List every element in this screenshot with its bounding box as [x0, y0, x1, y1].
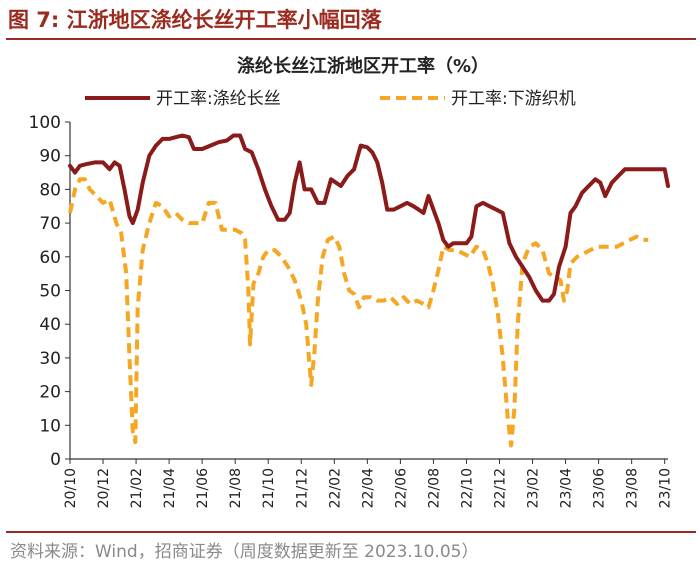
series-line-downstream: [68, 177, 649, 448]
series-line-filament: [68, 133, 670, 303]
x-tick-label: 21/04: [162, 468, 178, 508]
x-tick-label: 22/10: [459, 468, 475, 508]
x-tick-label: 22/04: [360, 468, 376, 508]
x-tick-label: 20/12: [96, 468, 112, 508]
axes: 0 10 20 30 40 50 60 70 80 90 100 20/10 20/12 21/02 21/…: [29, 113, 674, 508]
y-tick-label: 50: [39, 282, 61, 302]
x-tick-label: 23/08: [625, 468, 641, 508]
y-tick-label: 90: [39, 147, 61, 167]
x-tick-label: 20/10: [63, 468, 79, 508]
x-tick-label: 21/02: [129, 468, 145, 508]
x-tick-label: 21/12: [294, 468, 310, 508]
title-rule: [6, 38, 696, 40]
source-rule: [6, 531, 696, 533]
y-tick-label: 30: [39, 349, 61, 369]
x-tick-label: 23/02: [526, 468, 542, 508]
x-tick-label: 22/12: [493, 468, 509, 508]
x-tick-label: 23/04: [559, 468, 575, 508]
y-tick-label: 70: [39, 214, 61, 234]
y-tick-label: 40: [39, 315, 61, 335]
x-tick-label: 22/06: [393, 468, 409, 508]
y-tick-label: 100: [29, 113, 61, 133]
x-tick-label: 21/10: [261, 468, 277, 508]
y-tick-label: 60: [39, 248, 61, 268]
series-layer: [68, 133, 670, 448]
x-tick-label: 23/06: [592, 468, 608, 508]
source-note: 资料来源：Wind，招商证券（周度数据更新至 2023.10.05）: [10, 542, 479, 562]
y-tick-label: 80: [39, 180, 61, 200]
line-chart: 涤纶长丝江浙地区开工率（%） 开工率:涤纶长丝 开工率:下游织机 0 10 20 30…: [29, 55, 674, 508]
x-tick-label: 21/08: [228, 468, 244, 508]
legend: 开工率:涤纶长丝 开工率:下游织机: [85, 89, 576, 109]
chart-title: 涤纶长丝江浙地区开工率（%）: [237, 55, 489, 77]
y-tick-label: 10: [39, 416, 61, 436]
y-tick-label: 0: [50, 450, 61, 470]
legend-label-filament: 开工率:涤纶长丝: [156, 89, 281, 109]
figure-title: 图 7: 江浙地区涤纶长丝开工率小幅回落: [8, 8, 382, 32]
x-tick-label: 22/08: [426, 468, 442, 508]
x-tick-label: 23/10: [658, 468, 674, 508]
x-tick-label: 21/06: [195, 468, 211, 508]
y-tick-label: 20: [39, 383, 61, 403]
legend-label-downstream: 开工率:下游织机: [451, 89, 576, 109]
x-tick-label: 22/02: [327, 468, 343, 508]
